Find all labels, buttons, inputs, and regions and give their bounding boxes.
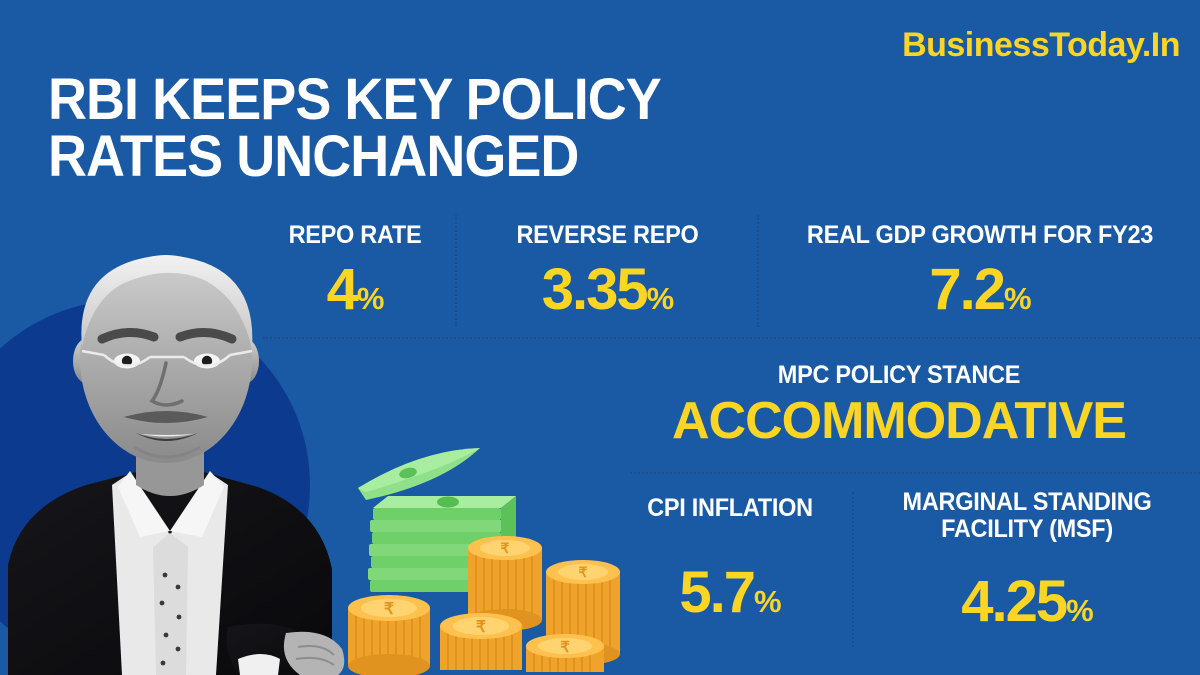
- metric-value-reverse-repo: 3.35%: [460, 261, 755, 319]
- svg-text:₹: ₹: [501, 540, 510, 556]
- metric-label-cpi-inflation: CPI INFLATION: [647, 494, 813, 522]
- metric-value-repo-rate: 4%: [255, 261, 455, 319]
- svg-text:₹: ₹: [384, 601, 394, 618]
- divider-horizontal-bottom: [630, 472, 1200, 474]
- svg-text:₹: ₹: [476, 619, 486, 636]
- metric-label-reverse-repo: REVERSE REPO: [516, 221, 699, 249]
- metric-label-msf-line-1: MARGINAL STANDING: [902, 488, 1152, 516]
- metric-unit-cpi-inflation: %: [754, 584, 782, 619]
- metric-number-msf: 4.25: [961, 569, 1068, 634]
- metric-value-cpi-inflation: 5.7%: [608, 564, 852, 622]
- metric-number-real-gdp-growth: 7.2: [929, 257, 1006, 322]
- metric-value-mpc-policy-stance: ACCOMMODATIVE: [671, 392, 1127, 450]
- metric-unit-msf: %: [1066, 593, 1094, 628]
- metric-label-mpc-policy-stance: MPC POLICY STANCE: [777, 361, 1021, 389]
- money-stack-illustration: ₹ ₹: [330, 440, 650, 675]
- metric-label-msf-line-2: FACILITY (MSF): [941, 515, 1113, 543]
- page-title: RBI KEEPS KEY POLICY RATES UNCHANGED: [48, 71, 718, 189]
- metric-number-reverse-repo: 3.35: [541, 257, 649, 322]
- metric-value-real-gdp-growth: 7.2%: [762, 261, 1198, 319]
- metric-unit-real-gdp-growth: %: [1004, 281, 1032, 316]
- headline-line-2: RATES UNCHANGED: [48, 123, 579, 189]
- rbi-governor-portrait: [0, 235, 350, 675]
- metric-label-repo-rate: REPO RATE: [288, 221, 422, 249]
- metric-real-gdp-growth: REAL GDP GROWTH FOR FY23 7.2%: [762, 222, 1198, 319]
- metric-value-marginal-standing-facility: 4.25%: [856, 573, 1198, 631]
- divider-vertical-reverse-repo: [757, 215, 759, 327]
- divider-vertical-cpi: [852, 492, 854, 647]
- metric-cpi-inflation: CPI INFLATION 5.7%: [608, 495, 852, 622]
- metric-reverse-repo: REVERSE REPO 3.35%: [460, 222, 755, 319]
- divider-vertical-repo: [455, 215, 457, 327]
- brand-logo: BusinessToday.In: [902, 26, 1180, 64]
- divider-horizontal-top: [263, 337, 1200, 339]
- metric-repo-rate: REPO RATE 4%: [255, 222, 455, 319]
- headline-line-1: RBI KEEPS KEY POLICY: [48, 67, 662, 132]
- svg-text:₹: ₹: [560, 639, 570, 656]
- metric-number-cpi-inflation: 5.7: [679, 560, 756, 625]
- metric-label-real-gdp-growth: REAL GDP GROWTH FOR FY23: [806, 221, 1154, 249]
- metric-label-marginal-standing-facility: MARGINAL STANDING FACILITY (MSF): [866, 489, 1187, 543]
- svg-text:₹: ₹: [579, 564, 588, 580]
- metric-marginal-standing-facility: MARGINAL STANDING FACILITY (MSF) 4.25%: [856, 489, 1198, 631]
- metric-unit-repo-rate: %: [356, 281, 385, 316]
- metric-unit-reverse-repo: %: [646, 281, 675, 316]
- metric-mpc-policy-stance: MPC POLICY STANCE ACCOMMODATIVE: [600, 361, 1198, 450]
- metric-number-repo-rate: 4: [326, 257, 359, 322]
